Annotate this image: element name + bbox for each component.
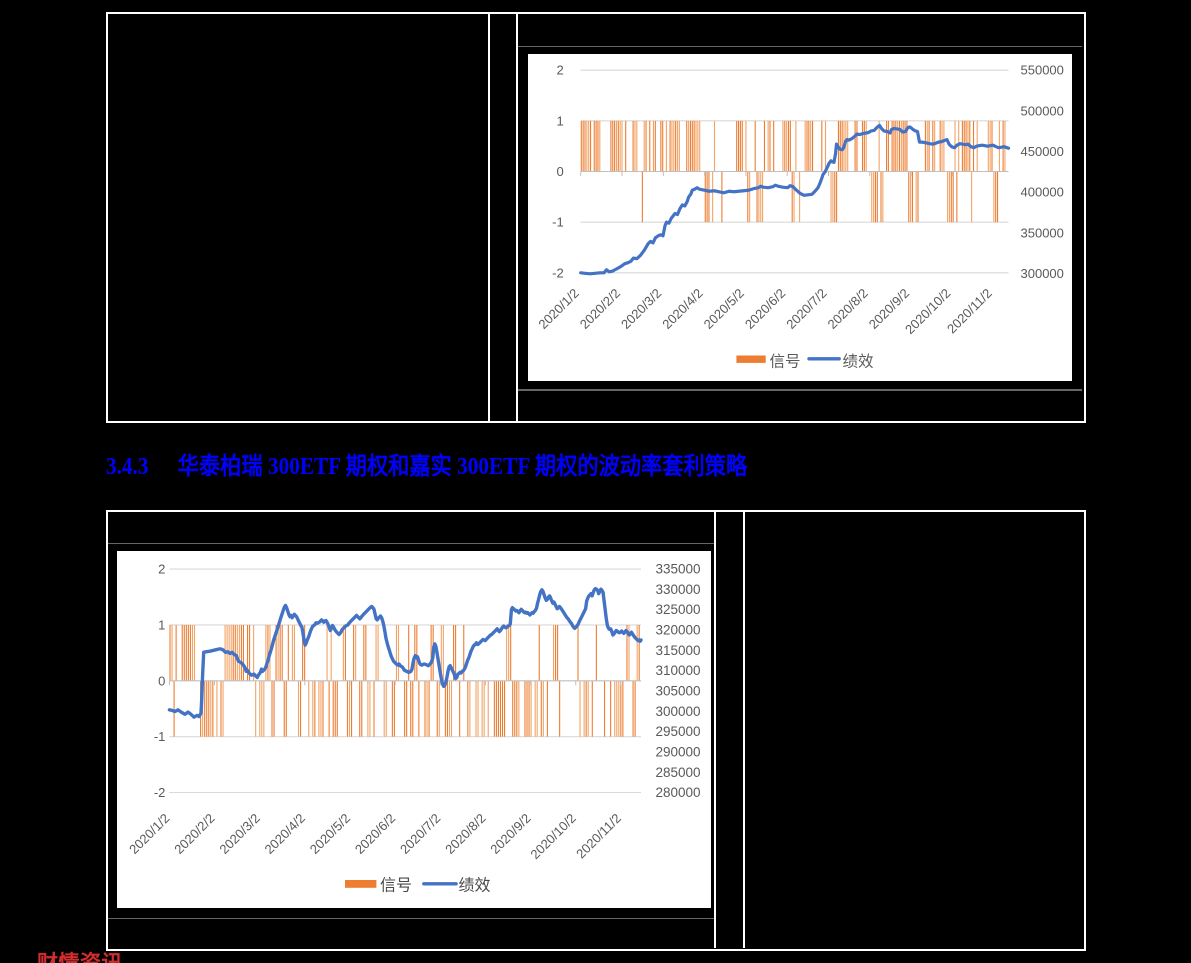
svg-text:295000: 295000 — [656, 724, 701, 739]
svg-text:310000: 310000 — [656, 663, 701, 678]
svg-text:-2: -2 — [154, 785, 166, 800]
svg-text:2: 2 — [556, 63, 563, 78]
svg-text:绩效: 绩效 — [843, 353, 874, 371]
svg-text:330000: 330000 — [656, 582, 701, 597]
svg-text:325000: 325000 — [656, 602, 701, 617]
svg-text:500000: 500000 — [1021, 103, 1064, 118]
svg-text:315000: 315000 — [656, 643, 701, 658]
svg-text:0: 0 — [158, 673, 165, 688]
svg-text:280000: 280000 — [656, 785, 701, 800]
svg-text:1: 1 — [158, 617, 165, 632]
svg-text:-1: -1 — [552, 215, 564, 230]
svg-text:2: 2 — [158, 562, 165, 577]
svg-text:285000: 285000 — [656, 765, 701, 780]
svg-text:信号: 信号 — [380, 877, 412, 895]
svg-text:450000: 450000 — [1021, 144, 1064, 159]
svg-text:信号: 信号 — [770, 353, 801, 371]
svg-text:300000: 300000 — [656, 704, 701, 719]
svg-text:320000: 320000 — [656, 623, 701, 638]
svg-text:300000: 300000 — [1021, 266, 1064, 281]
svg-text:335000: 335000 — [656, 562, 701, 577]
svg-text:1: 1 — [556, 113, 563, 128]
svg-text:550000: 550000 — [1021, 63, 1064, 78]
svg-text:绩效: 绩效 — [459, 877, 491, 895]
svg-text:350000: 350000 — [1021, 225, 1064, 240]
svg-text:-2: -2 — [552, 265, 564, 280]
svg-text:290000: 290000 — [656, 745, 701, 760]
svg-text:-1: -1 — [154, 729, 166, 744]
svg-text:305000: 305000 — [656, 684, 701, 699]
svg-text:0: 0 — [556, 164, 563, 179]
svg-text:400000: 400000 — [1021, 185, 1064, 200]
